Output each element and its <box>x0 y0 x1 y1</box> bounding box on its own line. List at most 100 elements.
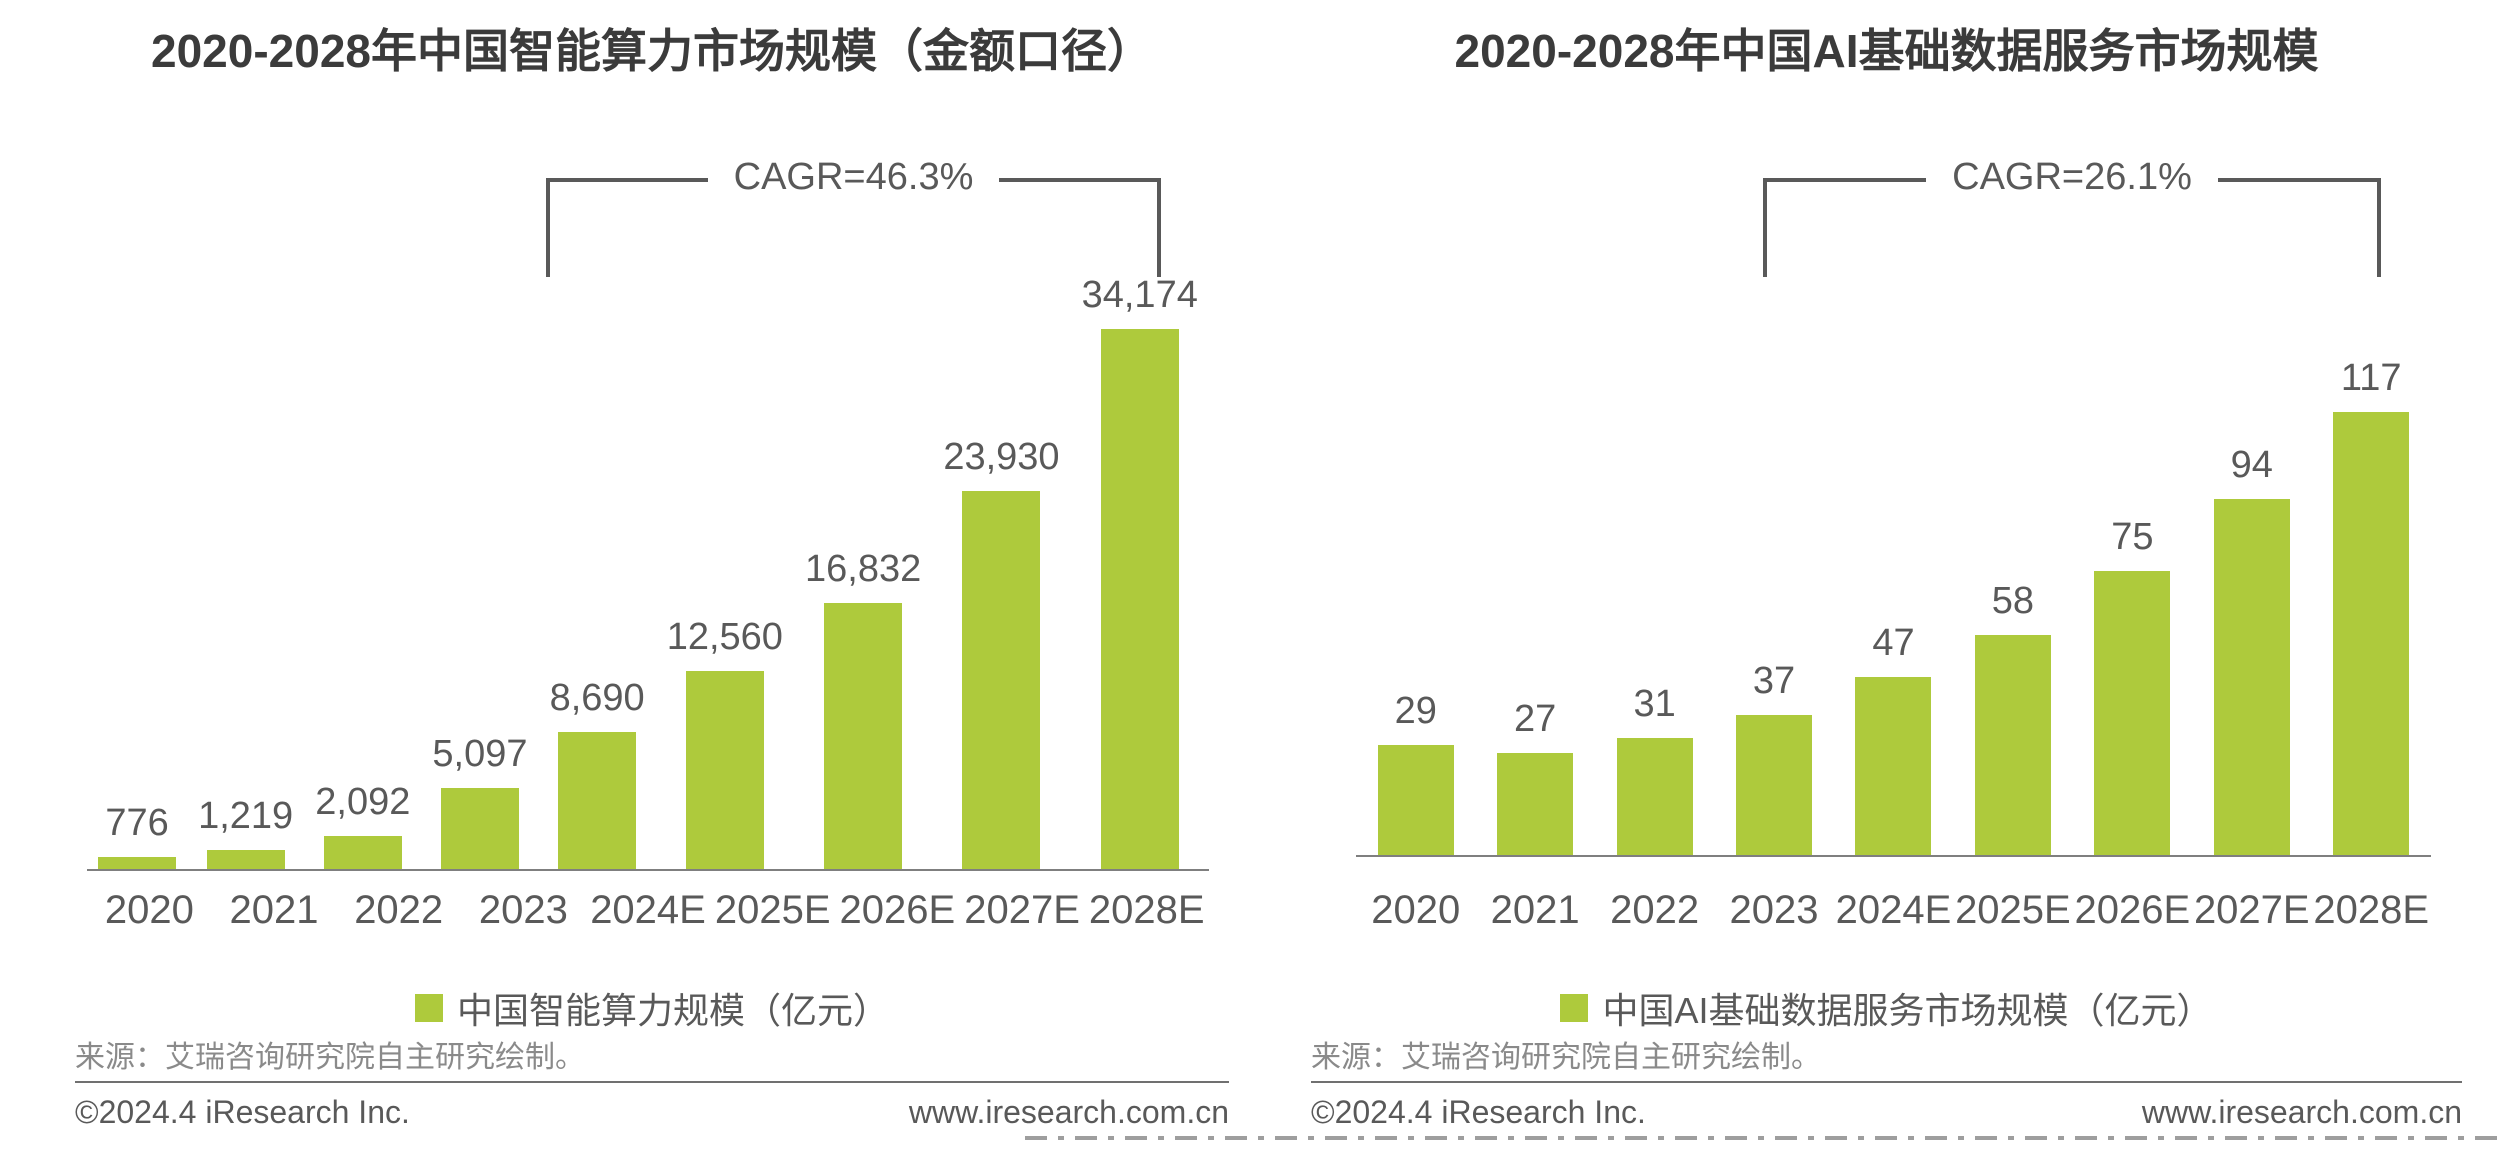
source-note: 来源：艾瑞咨询研究院自主研究绘制。 <box>75 1041 585 1074</box>
bar-value-label: 58 <box>1991 580 2035 623</box>
bar-2023 <box>1736 715 1813 855</box>
bar-value-label: 16,832 <box>805 548 922 591</box>
bar-value-label: 23,930 <box>943 436 1060 479</box>
cagr-label: CAGR=26.1% <box>1926 156 2218 199</box>
bar-value-label: 8,690 <box>549 677 645 720</box>
bar-slot-2023: 5,097 <box>432 251 528 869</box>
bar-2026E <box>824 603 903 869</box>
bar-slot-2026E: 16,832 <box>805 251 921 869</box>
cagr-bracket: CAGR=26.1% <box>1763 156 2382 277</box>
chart-title: 2020-2028年中国智能算力市场规模（金额口径） <box>151 25 1153 77</box>
bar-value-label: 2,092 <box>315 781 411 824</box>
bar-slot-2027E: 23,930 <box>943 251 1060 869</box>
legend-label: 中国AI基础数据服务市场规模（亿元） <box>1602 990 2213 1031</box>
x-axis-label-2021: 2021 <box>229 888 319 932</box>
bar-2022 <box>323 836 402 869</box>
bracket-left-segment <box>1763 178 1927 277</box>
bar-plot: 776 1,219 2,092 5,097 8,690 12,560 16,832 23,93… <box>87 251 1209 871</box>
legend: 中国智能算力规模（亿元） <box>75 982 1229 1034</box>
x-axis-label-2028E: 2028E <box>1088 888 1205 932</box>
bar-slot-2025E: 12,560 <box>667 251 783 869</box>
bracket-right-segment <box>2217 178 2382 277</box>
footer: ©2024.4 iResearch Inc. www.iresearch.com… <box>1311 1094 2462 1131</box>
x-axis-label-2024E: 2024E <box>1835 888 1952 932</box>
copyright-text: ©2024.4 iResearch Inc. <box>75 1094 410 1130</box>
bar-value-label: 34,174 <box>1081 274 1198 317</box>
bar-slot-2023: 37 <box>1736 237 1813 855</box>
bar-2023 <box>440 788 519 869</box>
bar-2028E <box>1100 329 1179 869</box>
bar-value-label: 117 <box>2340 357 2402 400</box>
bar-value-label: 1,219 <box>198 795 294 838</box>
x-axis-label-2020: 2020 <box>1371 888 1461 932</box>
bar-slot-2027E: 94 <box>2213 237 2290 855</box>
bar-slot-2028E: 34,174 <box>1082 251 1198 869</box>
legend-swatch-icon <box>1560 994 1589 1022</box>
chart-panel-smart-computing: 2020-2028年中国智能算力市场规模（金额口径） CAGR=46.3% 77… <box>75 0 1229 1162</box>
footer-divider <box>75 1081 1229 1083</box>
x-axis-label-2024E: 2024E <box>590 888 706 932</box>
bar-2024E <box>1855 677 1932 855</box>
bar-2024E <box>558 732 637 869</box>
x-axis-labels: 2020 2021 2022 2023 2024E 2025E 2026E 2027E 2028… <box>1356 888 2431 933</box>
footer-divider <box>1311 1081 2462 1083</box>
x-axis-label-2022: 2022 <box>354 888 444 932</box>
bar-2020 <box>1377 745 1454 855</box>
footer: ©2024.4 iResearch Inc. www.iresearch.com… <box>75 1094 1229 1131</box>
x-axis-label-2023: 2023 <box>1729 888 1819 932</box>
bar-slot-2022: 2,092 <box>315 251 410 869</box>
x-axis-label-2026E: 2026E <box>839 888 956 932</box>
bar-plot: 29 27 31 37 47 58 75 94 117 <box>1356 237 2431 857</box>
x-axis-label-2021: 2021 <box>1490 888 1580 932</box>
bar-value-label: 75 <box>2111 516 2154 559</box>
bar-value-label: 31 <box>1633 683 1676 726</box>
bar-slot-2026E: 75 <box>2094 237 2171 855</box>
bar-2020 <box>98 857 177 869</box>
bar-slot-2024E: 8,690 <box>550 251 645 869</box>
x-axis-label-2020: 2020 <box>104 888 194 932</box>
bar-2026E <box>2094 571 2171 855</box>
bar-value-label: 37 <box>1752 660 1796 703</box>
x-axis-label-2023: 2023 <box>478 888 568 932</box>
bar-value-label: 29 <box>1394 690 1437 733</box>
bar-slot-2021: 27 <box>1497 237 1574 855</box>
bar-slot-2024E: 47 <box>1855 237 1932 855</box>
bar-value-label: 94 <box>2230 444 2273 487</box>
legend-label: 中国智能算力规模（亿元） <box>456 990 889 1031</box>
x-axis-label-2025E: 2025E <box>1955 888 2071 932</box>
website-text: www.iresearch.com.cn <box>908 1094 1229 1130</box>
bar-2027E <box>2213 499 2290 855</box>
bar-2021 <box>1497 753 1574 855</box>
bar-slot-2022: 31 <box>1616 237 1693 855</box>
x-axis-label-2028E: 2028E <box>2313 888 2430 932</box>
bar-slot-2025E: 58 <box>1974 237 2051 855</box>
copyright-text: ©2024.4 iResearch Inc. <box>1311 1094 1646 1130</box>
bar-slot-2028E: 117 <box>2333 237 2410 855</box>
x-axis-label-2025E: 2025E <box>714 888 831 932</box>
x-axis-label-2027E: 2027E <box>964 888 1080 932</box>
legend-swatch-icon <box>414 994 443 1022</box>
bar-slot-2020: 776 <box>98 251 177 869</box>
bar-2028E <box>2333 412 2410 855</box>
bar-value-label: 5,097 <box>432 733 528 776</box>
chart-title: 2020-2028年中国AI基础数据服务市场规模 <box>1454 25 2319 77</box>
bar-2025E <box>1974 635 2051 855</box>
bar-value-label: 12,560 <box>666 616 783 659</box>
x-axis-label-2026E: 2026E <box>2074 888 2191 932</box>
page-bottom-dashed-border <box>1025 1136 2503 1140</box>
x-axis-label-2027E: 2027E <box>2193 888 2310 932</box>
x-axis-label-2022: 2022 <box>1610 888 1700 932</box>
bar-2025E <box>685 671 764 869</box>
bar-2021 <box>206 850 285 869</box>
bar-slot-2021: 1,219 <box>198 251 293 869</box>
x-axis-labels: 2020 2021 2022 2023 2024E 2025E 2026E 2027E 2028… <box>87 888 1209 933</box>
source-note: 来源：艾瑞咨询研究院自主研究绘制。 <box>1311 1041 1821 1074</box>
bracket-right-segment <box>999 178 1162 277</box>
legend: 中国AI基础数据服务市场规模（亿元） <box>1311 982 2462 1034</box>
bar-2022 <box>1616 738 1693 855</box>
chart-panel-ai-data-service: 2020-2028年中国AI基础数据服务市场规模 CAGR=26.1% 29 27… <box>1311 0 2462 1162</box>
bar-2027E <box>962 491 1041 869</box>
bar-value-label: 47 <box>1872 622 1915 665</box>
cagr-bracket: CAGR=46.3% <box>546 156 1162 277</box>
